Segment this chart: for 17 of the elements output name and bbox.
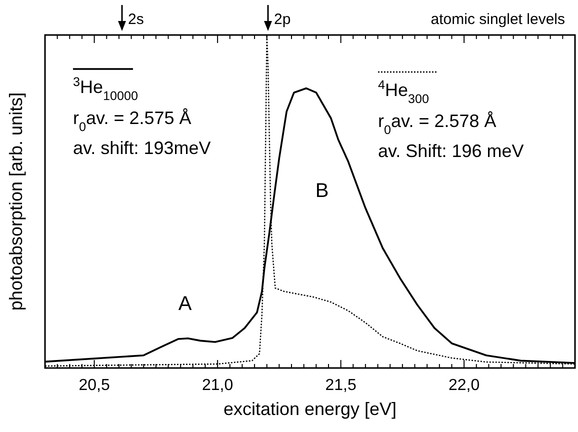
- annotation: r$_{0}$av. = 2.578 Å: [378, 111, 496, 137]
- text: 2p: [274, 11, 291, 28]
- x-tick-label: 21,0: [202, 377, 234, 394]
- x-tick-label: 22,0: [448, 377, 480, 394]
- annotation: av. shift: 193meV: [73, 138, 211, 158]
- text: atomic singlet levels: [430, 11, 565, 28]
- legend-label: $^{4}$He$_{300}$: [378, 78, 430, 106]
- y-axis-title: photoabsorption [arb. units]: [6, 92, 26, 311]
- annotation: av. Shift: 196 meV: [378, 141, 524, 161]
- annotation: B: [315, 180, 329, 202]
- annotation: A: [178, 293, 192, 315]
- legend-label: $^{3}$He$_{10000}$: [73, 75, 138, 103]
- x-axis-title: excitation energy [eV]: [223, 399, 397, 419]
- annotation: r$_{0}$av. = 2.575 Å: [73, 108, 192, 134]
- x-tick-label: 21,5: [325, 377, 356, 394]
- x-tick-label: 20,5: [78, 377, 110, 394]
- text: 2s: [128, 11, 144, 28]
